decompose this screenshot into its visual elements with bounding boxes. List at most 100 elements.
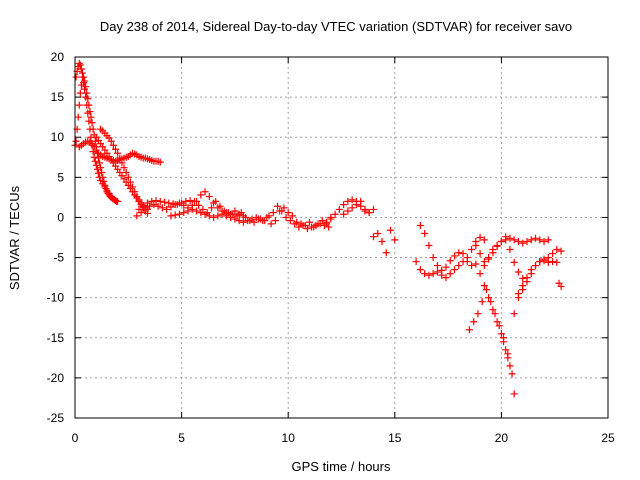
data-point <box>96 173 104 181</box>
plot-frame <box>74 56 609 419</box>
data-point <box>514 290 522 298</box>
data-point <box>205 193 213 201</box>
data-point <box>163 205 171 213</box>
data-point <box>235 217 243 225</box>
data-point <box>195 201 203 209</box>
data-point <box>91 157 99 165</box>
data-point <box>77 65 85 73</box>
data-point <box>76 61 84 69</box>
data-point <box>476 270 484 278</box>
series-track-e <box>92 133 151 217</box>
chart-title: Day 238 of 2014, Sidereal Day-to-day VTE… <box>100 19 572 34</box>
data-point <box>141 205 149 213</box>
data-point <box>86 125 94 133</box>
y-tick-label: -10 <box>47 291 65 305</box>
data-point <box>510 390 518 398</box>
data-point <box>476 250 484 258</box>
data-point <box>365 209 373 217</box>
data-point <box>244 217 252 225</box>
data-point <box>540 238 548 246</box>
data-point <box>465 326 473 334</box>
data-point <box>532 262 540 270</box>
y-axis-label: SDTVAR / TECUs <box>7 185 22 290</box>
x-tick-label: 15 <box>388 431 402 445</box>
data-point <box>284 209 292 217</box>
data-point <box>429 254 437 262</box>
data-point <box>303 225 311 233</box>
data-point <box>107 137 115 145</box>
x-axis-label: GPS time / hours <box>292 459 391 474</box>
data-point <box>288 212 296 220</box>
data-point <box>510 236 518 244</box>
data-point <box>72 73 80 81</box>
data-point <box>344 197 352 205</box>
data-point <box>523 274 531 282</box>
data-point <box>156 158 164 166</box>
data-point <box>210 213 218 221</box>
data-point <box>92 161 100 169</box>
data-point <box>306 218 314 226</box>
data-point <box>72 137 80 145</box>
series-track-c <box>75 137 164 166</box>
x-tick-label: 0 <box>72 431 79 445</box>
series-track-p <box>480 233 527 282</box>
data-point <box>468 262 476 270</box>
data-point <box>152 197 160 205</box>
data-point <box>112 145 120 153</box>
data-point <box>75 59 83 67</box>
data-point <box>156 197 164 205</box>
data-point <box>495 322 503 330</box>
data-point <box>450 266 458 274</box>
data-point <box>82 93 90 101</box>
data-point <box>500 334 508 342</box>
data-point <box>158 204 166 212</box>
grid-lines <box>75 57 608 418</box>
y-tick-label: 5 <box>57 170 64 184</box>
data-point <box>94 169 102 177</box>
axis-ticks <box>74 56 609 419</box>
data-point <box>90 153 98 161</box>
data-point <box>116 154 124 162</box>
data-point <box>553 246 561 254</box>
data-point <box>331 210 339 218</box>
data-point <box>519 239 527 247</box>
data-point <box>193 197 201 205</box>
data-point <box>502 233 510 241</box>
data-point <box>154 202 162 210</box>
data-point <box>231 207 239 215</box>
data-point <box>369 233 377 241</box>
data-point <box>382 249 390 257</box>
data-point <box>109 141 117 149</box>
data-point <box>222 212 230 220</box>
data-point <box>442 263 450 271</box>
y-tick-label: 0 <box>57 210 64 224</box>
data-point <box>180 209 188 217</box>
data-point <box>352 201 360 209</box>
data-point <box>502 346 510 354</box>
data-point <box>83 89 91 97</box>
data-point <box>182 197 190 205</box>
data-point <box>412 258 420 266</box>
data-point <box>532 234 540 242</box>
data-point <box>171 201 179 209</box>
data-point <box>549 250 557 258</box>
data-point <box>81 85 89 93</box>
data-point <box>357 197 365 205</box>
data-point <box>98 169 106 177</box>
series-track-a <box>72 59 122 205</box>
data-point <box>474 310 482 318</box>
data-point <box>348 204 356 212</box>
y-tick-label: 15 <box>51 90 65 104</box>
y-tick-label: 20 <box>51 50 65 64</box>
data-point <box>278 207 286 215</box>
data-point <box>299 221 307 229</box>
data-point <box>109 195 117 203</box>
data-point <box>459 258 467 266</box>
data-point <box>463 254 471 262</box>
data-point <box>256 215 264 223</box>
data-point <box>416 221 424 229</box>
data-point <box>482 286 490 294</box>
data-point <box>523 238 531 246</box>
series-track-l <box>416 221 463 274</box>
